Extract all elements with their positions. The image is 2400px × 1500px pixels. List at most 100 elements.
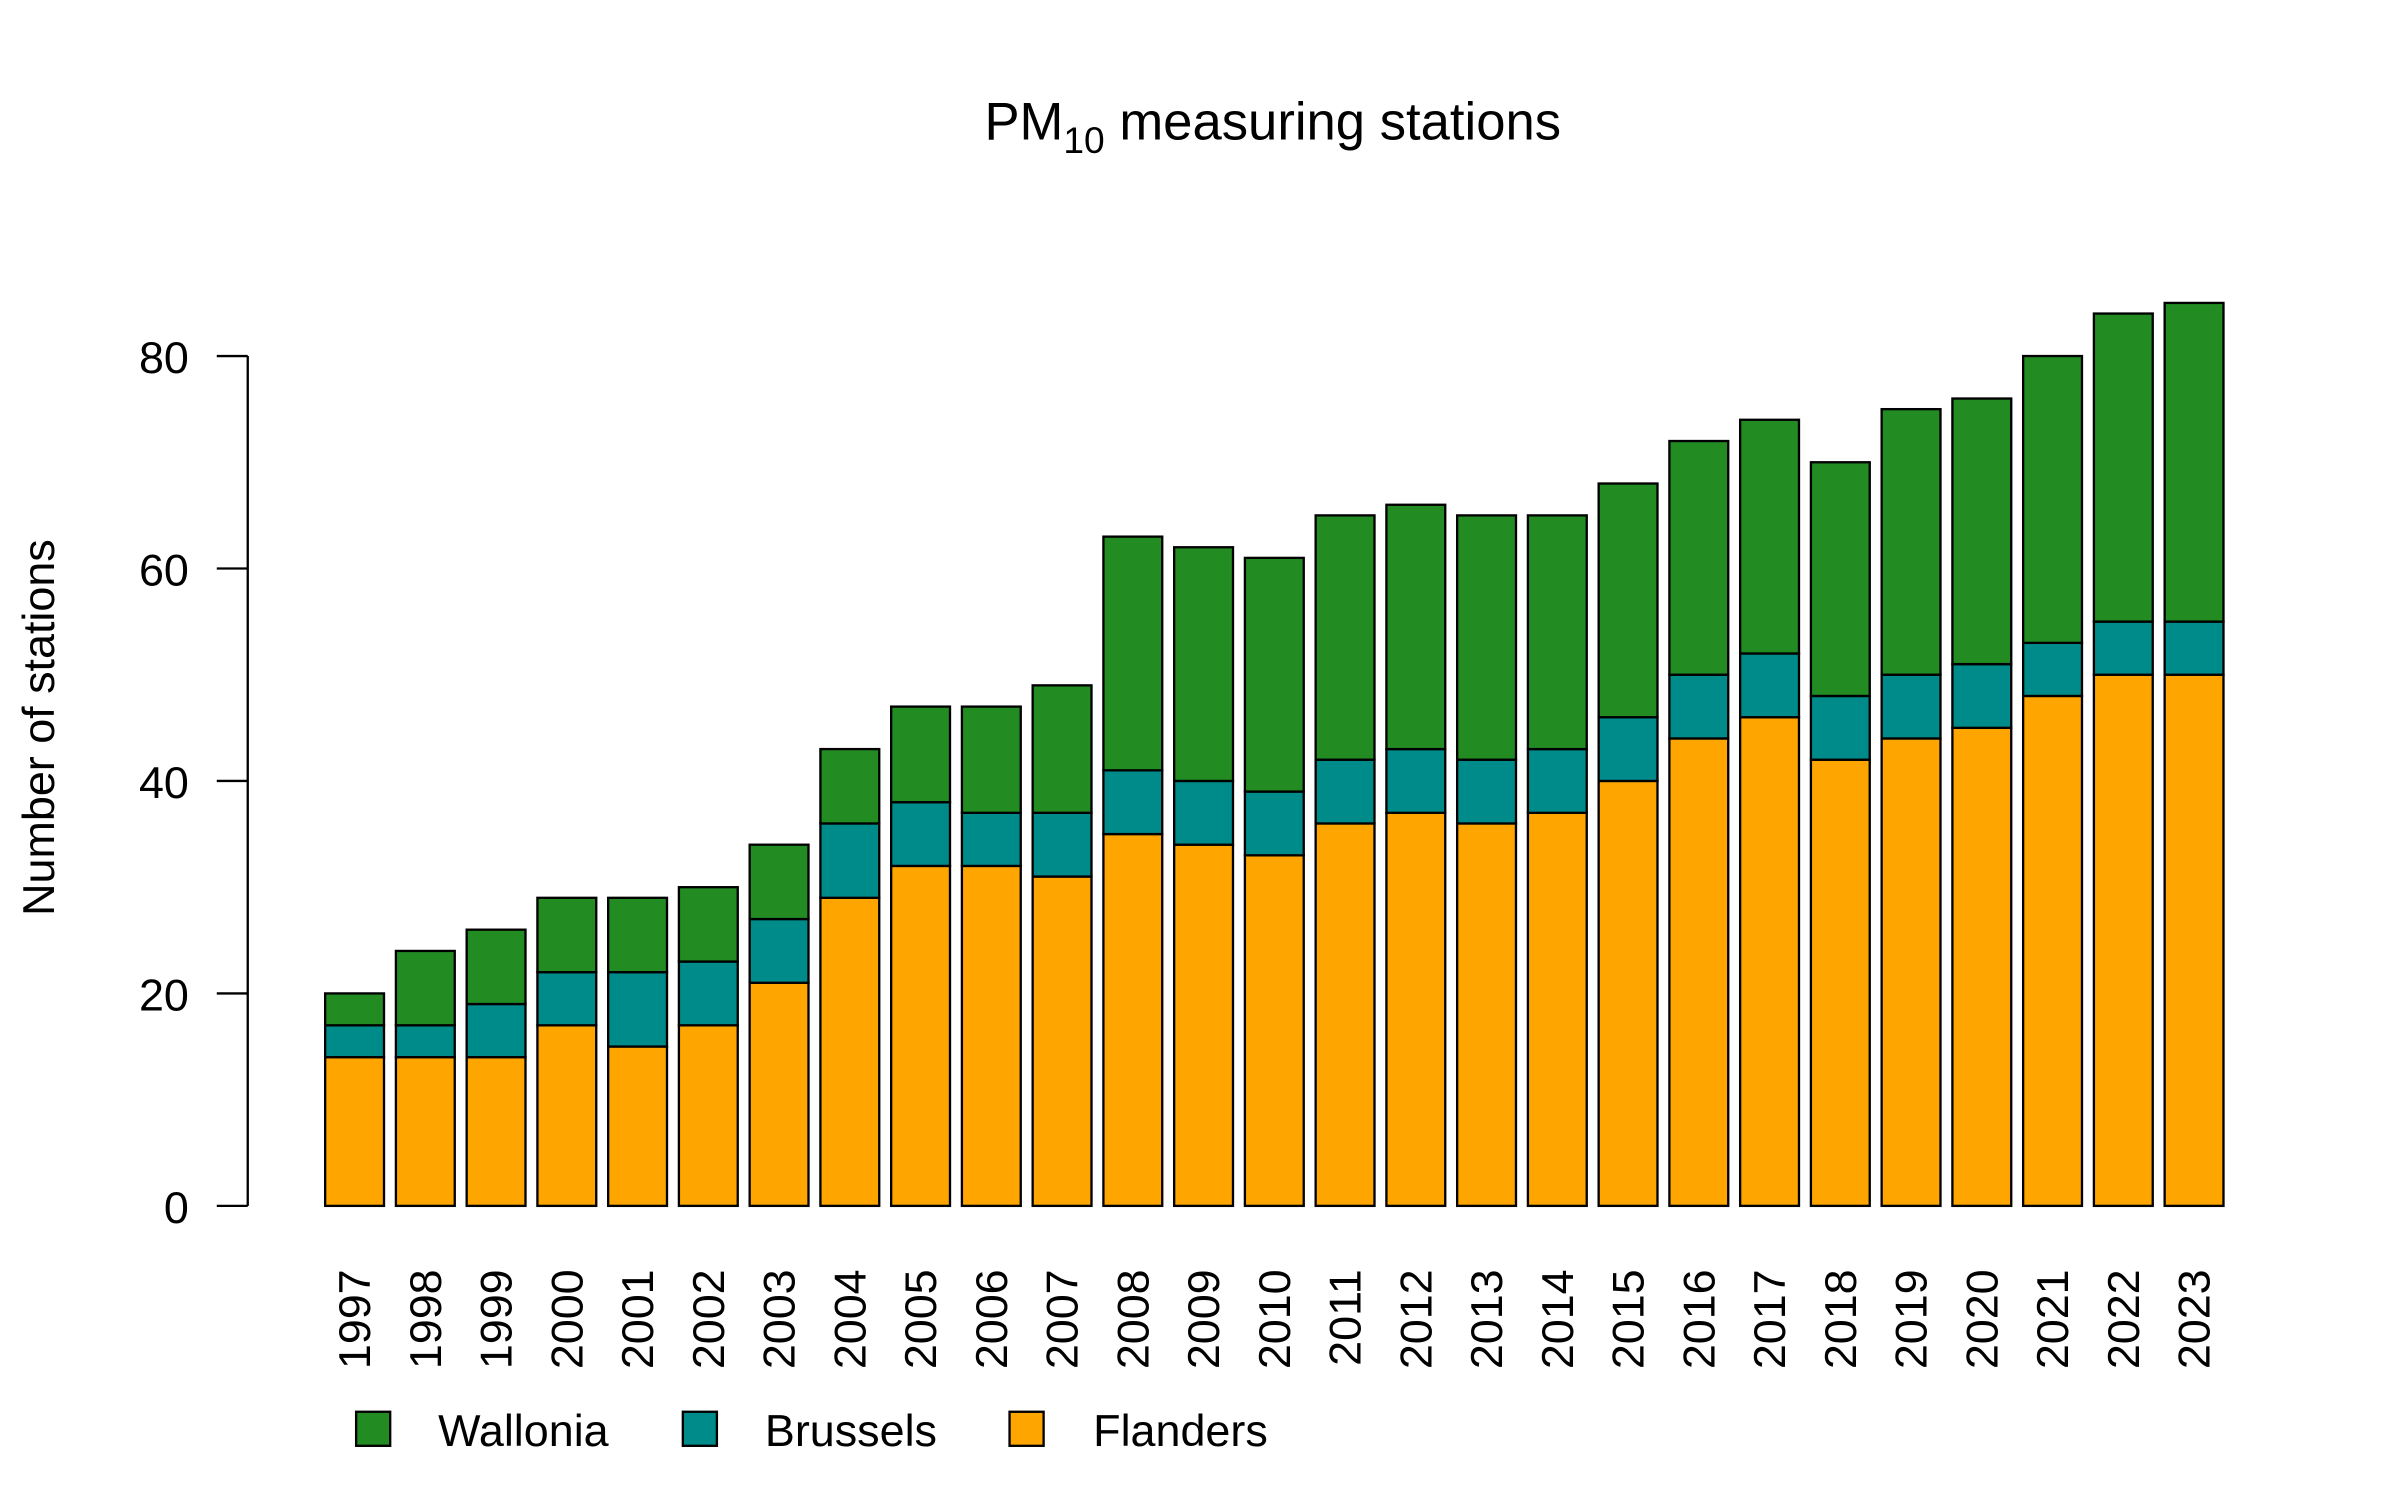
bar-wallonia-2009 [1172,546,1235,783]
bar-flanders-2009 [1172,843,1235,1208]
title-main: PM [984,92,1063,151]
bar-flanders-2013 [1455,822,1518,1208]
bar-brussels-2000 [536,971,598,1027]
bar-flanders-2002 [677,1024,739,1208]
bar-wallonia-2019 [1880,407,1942,676]
x-tick-label: 2003 [754,1269,805,1369]
bar-brussels-2007 [1031,811,1093,878]
bar-brussels-1998 [394,1024,456,1059]
bar-wallonia-2005 [889,705,952,804]
bar-brussels-2023 [2163,620,2225,676]
x-tick-label: 2011 [1320,1269,1371,1365]
bar-brussels-2006 [960,811,1022,868]
y-tick-label: 20 [139,969,189,1020]
x-tick-label: 2018 [1815,1269,1866,1369]
x-tick-label: 2005 [895,1269,946,1369]
bar-flanders-2003 [748,981,810,1208]
bar-flanders-2005 [889,864,952,1208]
bar-flanders-2014 [1526,811,1588,1208]
x-tick-label: 2001 [612,1269,663,1369]
legend-swatch-wallonia [354,1410,392,1447]
bar-flanders-2023 [2163,673,2225,1208]
x-axis-labels: 1997 1998 1999 2000 2001 2002 2003 2004 2005 2006… [329,1269,2219,1369]
bar-wallonia-1998 [394,949,456,1027]
bar-wallonia-2010 [1243,556,1305,793]
bar-brussels-2014 [1526,747,1588,814]
y-axis: 0 20 40 60 80 [139,332,249,1233]
x-tick-label: 2010 [1249,1269,1300,1369]
bar-brussels-2016 [1668,673,1730,740]
bar-wallonia-2002 [677,886,739,963]
bar-brussels-2004 [819,822,881,899]
x-tick-label: 2007 [1037,1269,1088,1369]
bar-flanders-2011 [1314,822,1376,1208]
x-tick-label: 2017 [1744,1269,1795,1369]
bar-brussels-2015 [1597,716,1659,783]
bar-wallonia-2003 [748,843,810,921]
x-tick-label: 2012 [1390,1269,1441,1369]
bar-flanders-2019 [1880,737,1942,1208]
x-tick-label: 2023 [2169,1269,2220,1369]
x-tick-label: 2014 [1532,1269,1583,1369]
y-tick-label: 40 [139,757,189,808]
bar-flanders-2001 [606,1045,669,1208]
x-tick-label: 1997 [329,1269,380,1369]
bar-wallonia-1999 [465,928,527,1006]
bar-wallonia-2017 [1738,418,1801,655]
bar-flanders-2010 [1243,854,1305,1208]
bar-brussels-2019 [1880,673,1942,740]
bar-wallonia-2013 [1455,514,1518,761]
bar-flanders-2021 [2021,694,2084,1208]
bar-flanders-2015 [1597,779,1659,1208]
bar-wallonia-1997 [324,992,386,1027]
bar-wallonia-2000 [536,896,598,974]
bar-wallonia-2012 [1385,503,1447,751]
bar-wallonia-2008 [1102,535,1164,772]
bar-brussels-2010 [1243,790,1305,857]
bar-wallonia-2021 [2021,354,2084,645]
x-tick-label: 2015 [1603,1269,1654,1369]
title-rest: measuring stations [1105,92,1561,151]
bar-brussels-1997 [324,1024,386,1059]
legend: Wallonia Brussels Flanders [354,1405,1268,1456]
bar-brussels-2017 [1738,652,1801,719]
bar-wallonia-2004 [819,747,881,825]
chart-title: PM10 measuring stations [984,92,1561,161]
bar-brussels-2022 [2092,620,2154,676]
bar-brussels-2012 [1385,747,1447,814]
bar-flanders-2012 [1385,811,1447,1208]
bar-brussels-2013 [1455,758,1518,825]
bar-flanders-1997 [324,1055,386,1208]
bar-brussels-2002 [677,960,739,1027]
bar-flanders-2016 [1668,737,1730,1208]
bar-flanders-2007 [1031,875,1093,1208]
x-tick-label: 2000 [541,1269,592,1369]
bar-flanders-2020 [1951,726,2013,1208]
bar-wallonia-2014 [1526,514,1588,751]
x-tick-label: 2013 [1461,1269,1512,1369]
bar-wallonia-2018 [1809,461,1871,698]
bar-flanders-1999 [465,1055,527,1208]
bar-wallonia-2023 [2163,301,2225,623]
bar-brussels-2009 [1172,779,1235,846]
bar-brussels-2011 [1314,758,1376,825]
legend-swatch-brussels [681,1410,719,1447]
bars [324,301,2225,1208]
bar-flanders-2004 [819,896,881,1208]
bar-brussels-2021 [2021,641,2084,698]
x-tick-label: 2009 [1178,1269,1229,1369]
y-tick-label: 0 [164,1182,189,1233]
bar-brussels-2001 [606,971,669,1048]
bar-wallonia-2001 [606,896,669,974]
x-tick-label: 2019 [1886,1269,1937,1369]
bar-flanders-2022 [2092,673,2154,1208]
bar-flanders-2006 [960,864,1022,1208]
bar-flanders-2000 [536,1024,598,1208]
title-subscript: 10 [1063,119,1104,161]
legend-swatch-flanders [1008,1410,1045,1447]
y-tick-label: 80 [139,332,189,383]
x-tick-label: 2006 [966,1269,1017,1369]
x-tick-label: 2008 [1107,1269,1158,1369]
x-tick-label: 2002 [683,1269,734,1369]
bar-brussels-2005 [889,801,952,868]
